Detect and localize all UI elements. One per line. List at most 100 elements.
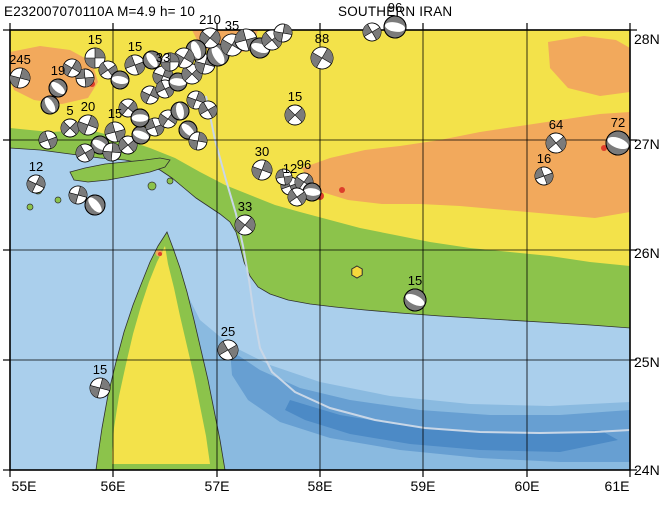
x-axis-label: 56E	[101, 478, 126, 494]
peak-red-dot	[158, 252, 162, 256]
beachball	[84, 47, 106, 69]
beachball-label: 210	[199, 12, 221, 27]
beachball-label: 25	[221, 324, 235, 339]
beachball	[84, 194, 106, 216]
beachball-label: 15	[93, 362, 107, 377]
beachball-label: 19	[51, 63, 65, 78]
beachball-label: 64	[549, 117, 563, 132]
peak-red-dot	[339, 187, 345, 193]
y-axis-label: 27N	[634, 136, 660, 152]
beachball-label: 88	[315, 31, 329, 46]
beachball	[273, 23, 293, 43]
x-axis-label: 60E	[515, 478, 540, 494]
beachball	[60, 118, 80, 138]
peak-red-dot	[601, 145, 607, 151]
beachball	[275, 168, 293, 186]
grid-layer	[10, 30, 630, 470]
beachball-label: 72	[611, 115, 625, 130]
beachball-label: 35	[225, 18, 239, 33]
beachball-label: 12	[29, 159, 43, 174]
beachball-label: 245	[9, 52, 31, 67]
beachball-label: 15	[108, 106, 122, 121]
beachball	[170, 101, 190, 121]
contour-line	[205, 95, 631, 435]
beachballs-layer	[9, 15, 631, 399]
tick-layer	[3, 23, 637, 477]
beachball-label: 20	[81, 99, 95, 114]
beachball	[605, 130, 631, 156]
y-axis-label: 24N	[634, 462, 660, 478]
x-axis-label: 55E	[12, 478, 37, 494]
beachball	[383, 15, 407, 39]
y-axis-label: 28N	[634, 31, 660, 47]
beachball	[198, 100, 218, 120]
beachball-label: 15	[128, 39, 142, 54]
beachball	[142, 50, 162, 70]
beachball	[26, 174, 46, 194]
beachball	[38, 130, 58, 150]
beachball	[188, 131, 208, 151]
beachball-label: 15	[288, 89, 302, 104]
event-id-label: E232007070110A M=4.9 h= 10	[4, 4, 195, 19]
land-layer	[9, 29, 631, 471]
station-marker	[351, 265, 363, 279]
island-dot	[26, 203, 34, 211]
y-axis-label: 26N	[634, 245, 660, 261]
region-name-label: SOUTHERN IRAN	[338, 4, 452, 19]
beachball	[302, 182, 322, 202]
beachball	[130, 108, 150, 128]
beachball	[89, 377, 111, 399]
sea-depth-band-1	[96, 245, 630, 470]
beachball	[110, 70, 130, 90]
beachball	[75, 143, 95, 163]
x-axis-label: 58E	[308, 478, 333, 494]
beachball	[9, 67, 31, 89]
beachball	[160, 52, 180, 72]
beachball-label: 96	[297, 157, 311, 172]
frame-border	[9, 29, 631, 471]
elevation-orange-ne	[548, 36, 630, 96]
beachball	[75, 68, 95, 88]
beachball-label: 33	[156, 50, 170, 65]
beachball	[310, 46, 334, 70]
y-axis-label: 25N	[634, 354, 660, 370]
island-dot	[147, 181, 157, 191]
beachball	[77, 114, 99, 136]
beachball-label: 15	[408, 273, 422, 288]
beachball-label: 12	[283, 161, 297, 176]
beachball	[217, 339, 239, 361]
island-dot	[166, 177, 174, 185]
station-layer	[351, 265, 363, 279]
x-axis-label: 59E	[411, 478, 436, 494]
beachball	[62, 58, 82, 78]
beachball	[234, 214, 256, 236]
beachball	[140, 85, 160, 105]
beachball-label: 16	[537, 151, 551, 166]
island-dot	[54, 196, 62, 204]
beachball	[284, 104, 306, 126]
beachball	[131, 125, 151, 145]
beachball-label: 30	[255, 144, 269, 159]
beachball	[362, 22, 382, 42]
beachball	[199, 27, 221, 49]
x-axis-label: 61E	[605, 478, 630, 494]
beachball-label: 33	[238, 199, 252, 214]
beachball	[534, 166, 554, 186]
beachball	[403, 288, 427, 312]
beachball	[545, 132, 567, 154]
qeshm-island	[69, 157, 171, 183]
sea-depth-band-3	[285, 400, 618, 452]
beachball	[102, 142, 122, 162]
beachball-label: 96	[388, 0, 402, 15]
beachball	[287, 187, 307, 207]
beachball-label: 5	[66, 103, 73, 118]
beachball-label: 15	[88, 32, 102, 47]
beachball	[68, 185, 88, 205]
x-axis-label: 57E	[205, 478, 230, 494]
beachball	[104, 121, 126, 143]
axis-labels-layer: 55E 56E 57E 58E 59E 60E 61E 28N 27N 26N 25N 24N	[12, 31, 660, 494]
peninsula-highland	[112, 246, 210, 464]
